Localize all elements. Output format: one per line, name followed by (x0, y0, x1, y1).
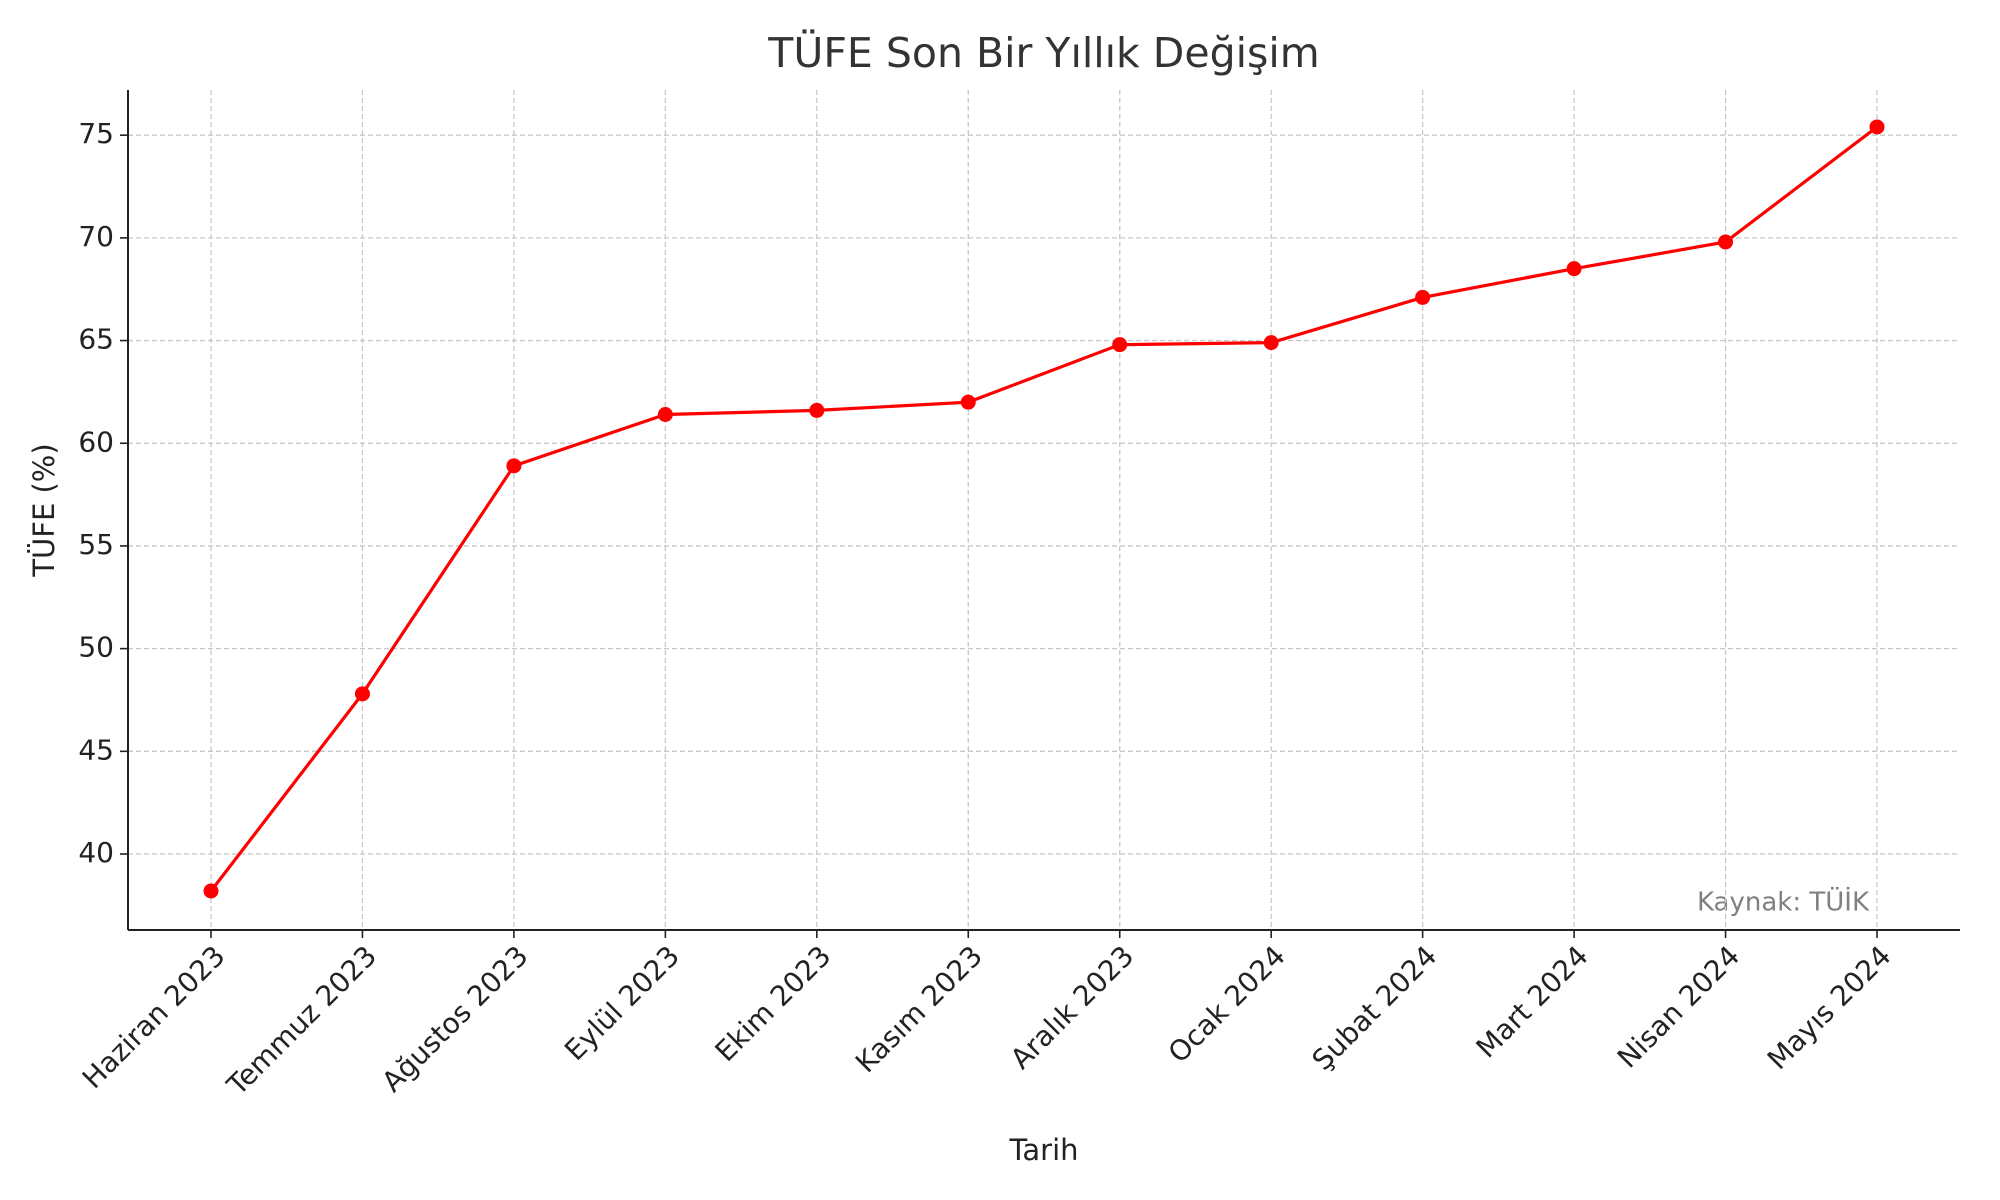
source-annotation: Kaynak: TÜİK (1697, 886, 1870, 918)
y-tick-label: 40 (78, 836, 114, 869)
y-tick-label: 60 (78, 425, 114, 458)
x-tick-label: Haziran 2023 (76, 939, 232, 1095)
x-tick-label: Nisan 2024 (1611, 939, 1746, 1074)
x-axis-label: Tarih (1008, 1133, 1078, 1167)
x-tick-label: Temmuz 2023 (220, 939, 383, 1102)
point (809, 402, 825, 418)
point (657, 406, 673, 422)
x-tick-label: Ağustos 2023 (375, 939, 534, 1098)
line (209, 125, 1878, 892)
y-tick-label: 50 (78, 631, 114, 664)
y-tick-label: 75 (78, 117, 114, 150)
x-tick-label: Ocak 2024 (1162, 939, 1292, 1069)
point (1263, 335, 1279, 351)
point (1869, 119, 1885, 135)
y-tick-label: 55 (78, 528, 114, 561)
point (1566, 261, 1582, 277)
point (506, 458, 522, 474)
point (1415, 289, 1431, 305)
x-tick-label: Eylül 2023 (558, 939, 686, 1067)
chart-title: TÜFE Son Bir Yıllık Değişim (767, 29, 1319, 77)
y-tick-label: 65 (78, 323, 114, 356)
point (1718, 234, 1734, 250)
x-tick-label: Aralık 2023 (1004, 939, 1140, 1075)
x-tick-label: Kasım 2023 (849, 939, 989, 1079)
x-tick-label: Mayıs 2024 (1761, 939, 1898, 1076)
point (354, 686, 370, 702)
point (960, 394, 976, 410)
y-axis-label: TÜFE (%) (27, 443, 61, 577)
point (203, 883, 219, 899)
x-tick-label: Ekim 2023 (709, 939, 838, 1068)
x-tick-label: Mart 2024 (1470, 939, 1595, 1064)
point (1112, 337, 1128, 353)
y-tick-label: 70 (78, 220, 114, 253)
y-tick-label: 45 (78, 733, 114, 766)
x-tick-label: Şubat 2024 (1306, 939, 1444, 1077)
